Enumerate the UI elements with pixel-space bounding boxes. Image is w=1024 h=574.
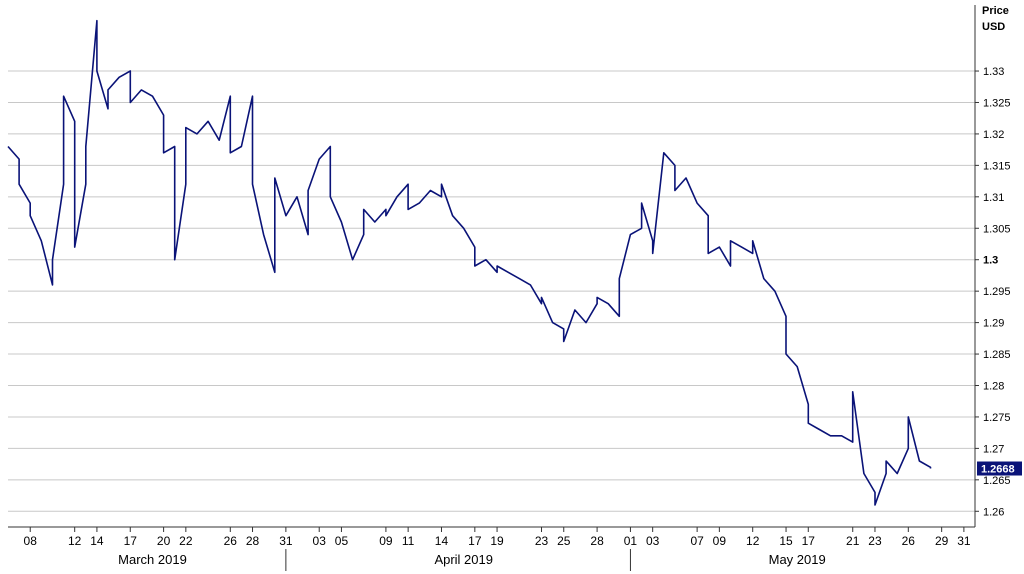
y-tick-label: 1.285 <box>983 349 1011 361</box>
y-tick-label: 1.325 <box>983 97 1011 109</box>
x-tick-label: 14 <box>435 534 449 548</box>
x-tick-label: 17 <box>802 534 816 548</box>
month-label: May 2019 <box>769 552 826 567</box>
x-tick-label: 12 <box>68 534 82 548</box>
x-tick-label: 08 <box>24 534 38 548</box>
x-tick-label: 15 <box>779 534 793 548</box>
y-unit-label-usd: USD <box>982 21 1005 33</box>
axes <box>8 5 976 528</box>
x-tick-label: 26 <box>224 534 238 548</box>
x-tick-label: 28 <box>590 534 604 548</box>
x-tick-label: 09 <box>713 534 727 548</box>
x-tick-labels: 08 12 14 17 20 22 26 28 31 03 05 09 11 14 17 19 23 25 28 01… <box>24 527 971 548</box>
price-line <box>7 19 932 506</box>
x-tick-label: 22 <box>179 534 193 548</box>
x-tick-label: 23 <box>868 534 882 548</box>
y-tick-label: 1.26 <box>983 506 1004 518</box>
x-tick-label: 19 <box>490 534 504 548</box>
x-tick-label: 12 <box>746 534 760 548</box>
x-tick-label: 01 <box>624 534 638 548</box>
x-tick-label: 05 <box>335 534 349 548</box>
y-tick-label: 1.27 <box>983 443 1004 455</box>
y-tick-label: 1.29 <box>983 318 1004 330</box>
x-tick-label: 25 <box>557 534 571 548</box>
x-tick-label: 09 <box>379 534 393 548</box>
x-tick-label: 26 <box>902 534 916 548</box>
y-tick-label: 1.32 <box>983 129 1004 141</box>
month-labels: March 2019 April 2019 May 2019 <box>118 549 826 571</box>
y-tick-label: 1.305 <box>983 223 1011 235</box>
y-tick-label: 1.295 <box>983 286 1011 298</box>
grid-lines <box>8 70 975 512</box>
last-price-badge: 1.2668 <box>977 461 1022 476</box>
y-tick-label: 1.31 <box>983 192 1004 204</box>
y-tick-labels: 1.261.2651.271.2751.281.2851.291.2951.31… <box>975 66 1011 518</box>
y-tick-label: 1.315 <box>983 160 1011 172</box>
last-price-badge-label: 1.2668 <box>981 464 1015 476</box>
x-tick-label: 28 <box>246 534 260 548</box>
y-tick-label: 1.3 <box>983 255 998 267</box>
x-tick-label: 31 <box>279 534 293 548</box>
x-tick-label: 03 <box>313 534 327 548</box>
y-tick-label: 1.33 <box>983 66 1004 78</box>
last-price-badge-bg <box>977 461 1022 476</box>
x-tick-label: 23 <box>535 534 549 548</box>
x-tick-label: 31 <box>957 534 971 548</box>
y-tick-label: 1.28 <box>983 380 1004 392</box>
y-unit-label-price: Price <box>982 5 1009 17</box>
x-tick-label: 29 <box>935 534 949 548</box>
x-tick-label: 17 <box>124 534 138 548</box>
x-tick-label: 21 <box>846 534 860 548</box>
x-tick-label: 20 <box>157 534 171 548</box>
y-tick-label: 1.275 <box>983 412 1011 424</box>
x-tick-label: 17 <box>468 534 482 548</box>
x-tick-label: 07 <box>690 534 704 548</box>
x-tick-label: 03 <box>646 534 660 548</box>
month-label: March 2019 <box>118 552 187 567</box>
y-tick-label: 1.265 <box>983 475 1011 487</box>
x-tick-label: 14 <box>90 534 104 548</box>
month-label: April 2019 <box>434 552 493 567</box>
price-series <box>7 19 932 506</box>
x-tick-label: 11 <box>402 534 415 548</box>
